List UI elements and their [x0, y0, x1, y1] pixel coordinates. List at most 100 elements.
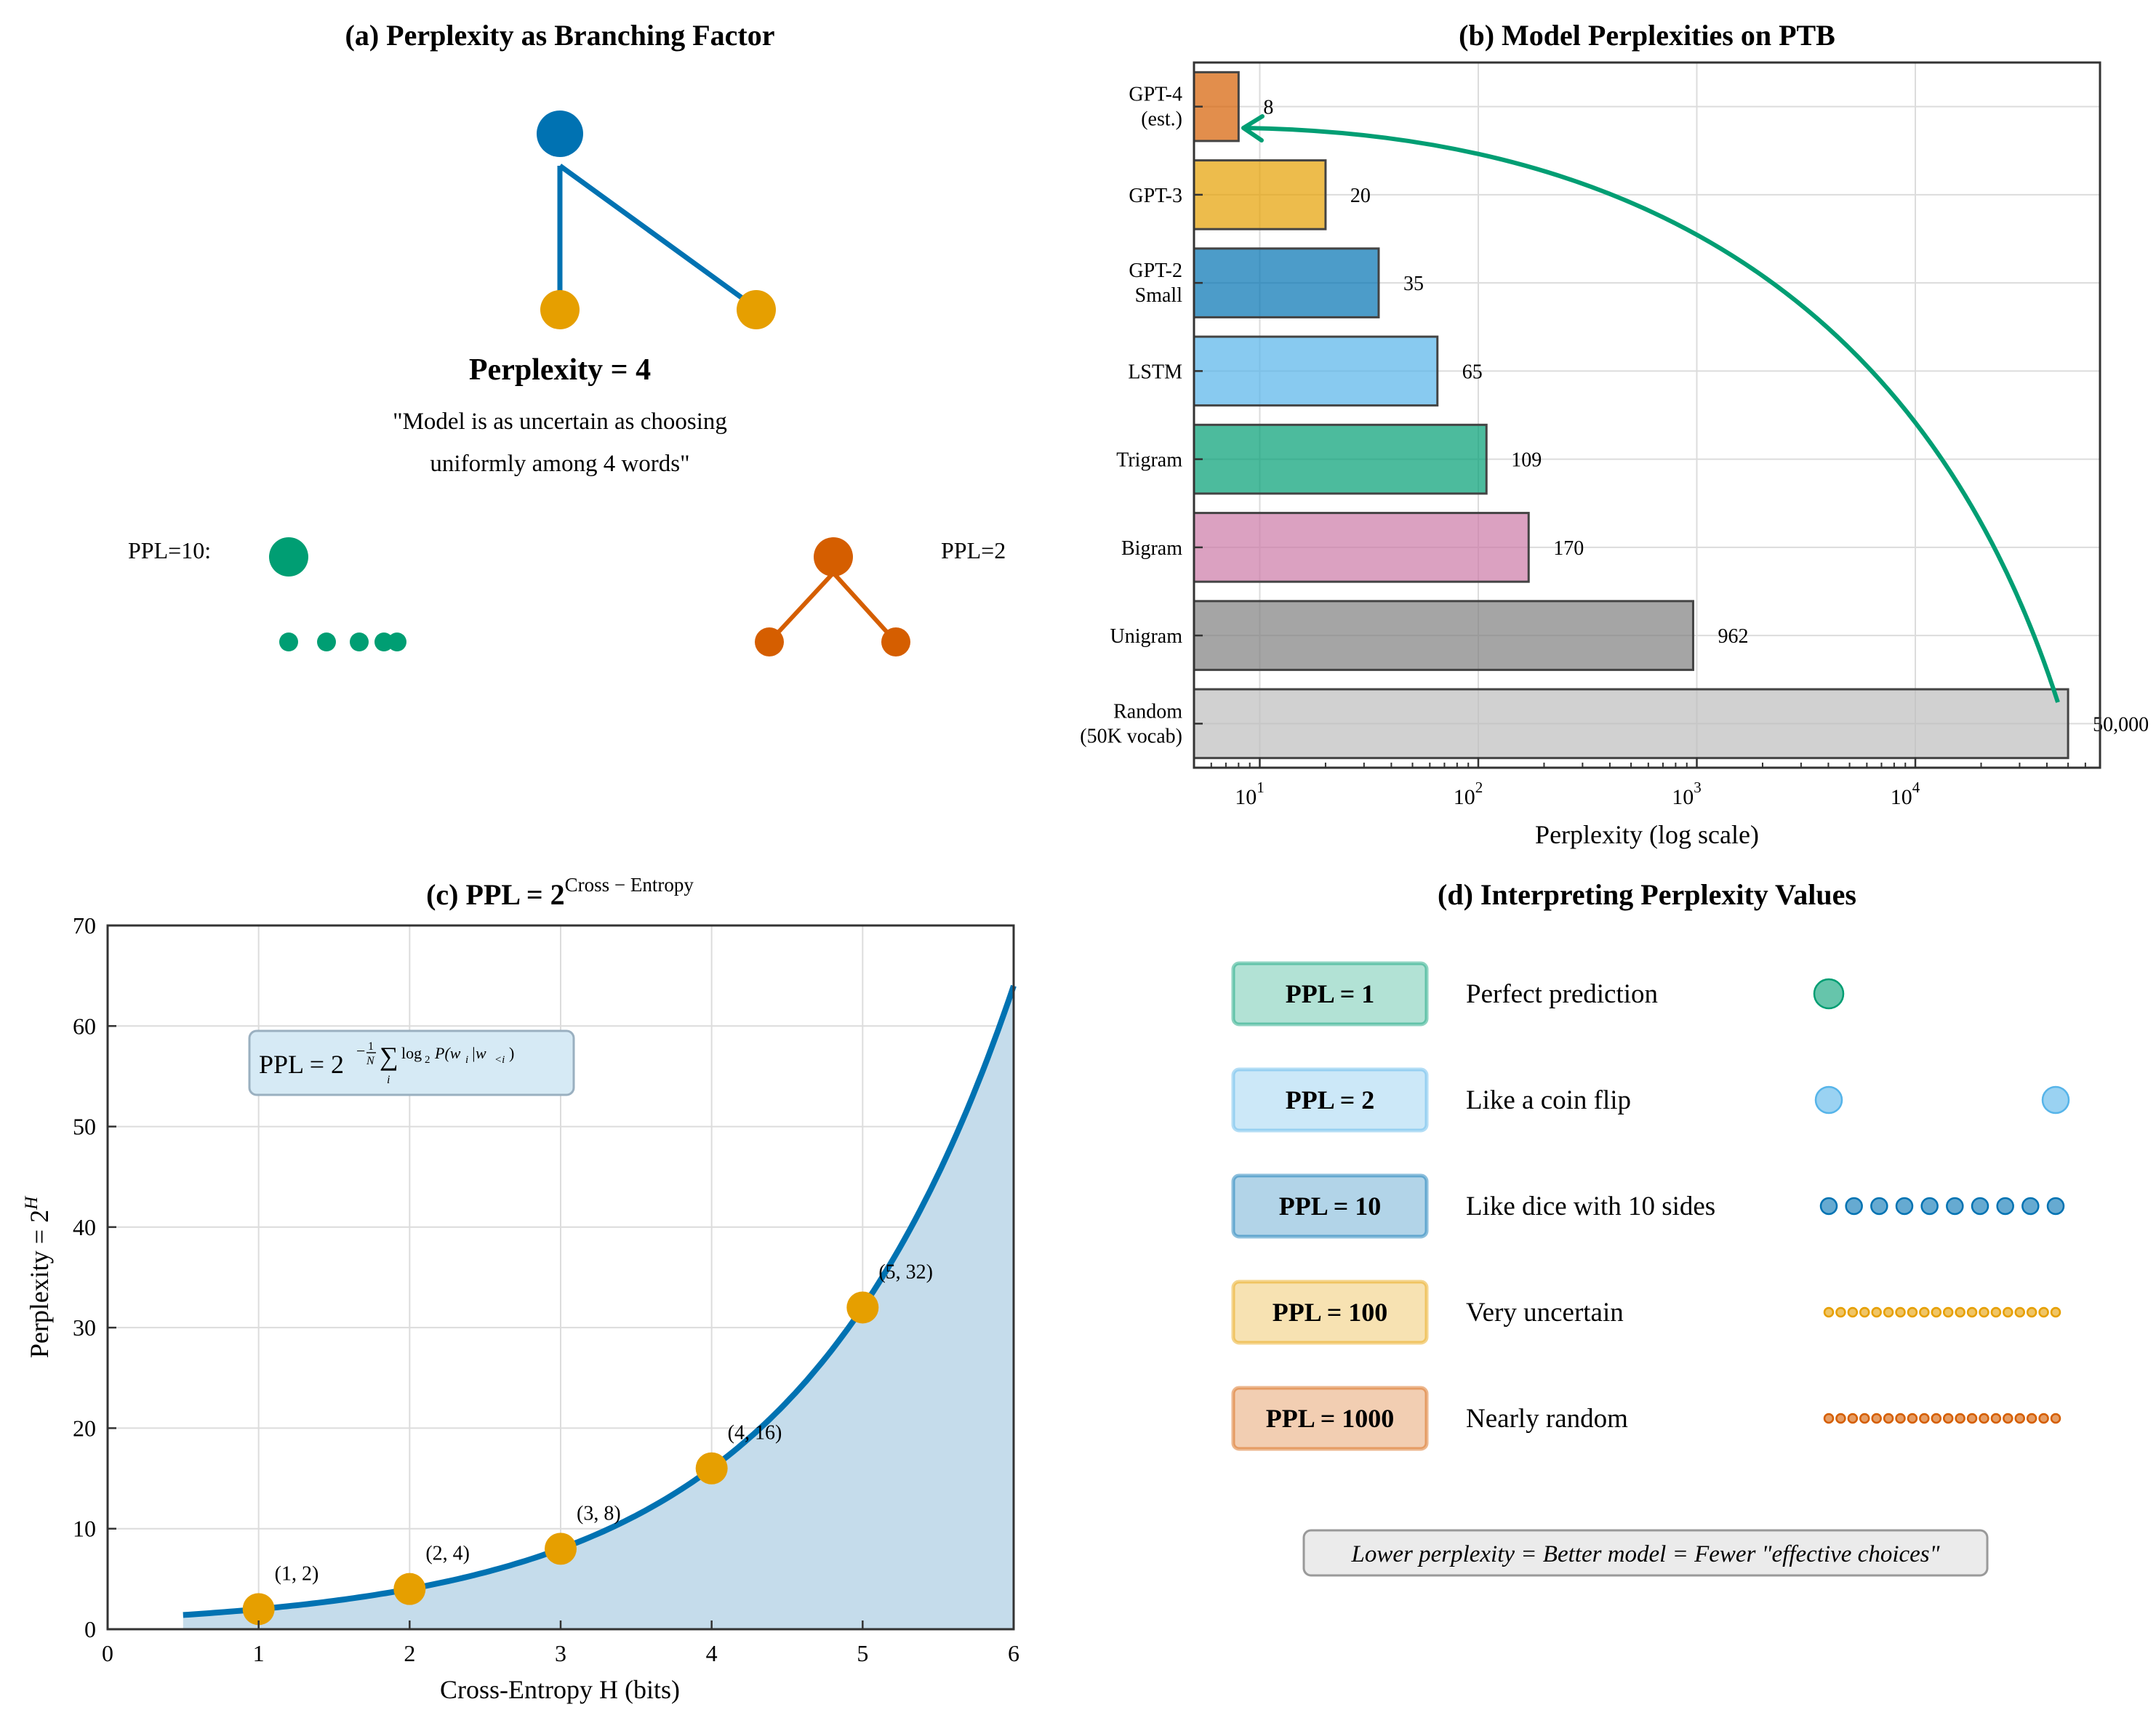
choice-dot — [1971, 1197, 1989, 1216]
data-point-label: (2, 4) — [425, 1543, 470, 1565]
choice-dot — [1895, 1306, 1906, 1318]
x-tick-label: 5 — [857, 1640, 868, 1666]
choice-dot — [1859, 1413, 1870, 1424]
category-label: Trigram — [1116, 449, 1182, 472]
x-tick-label: 103 — [1672, 779, 1702, 809]
ppl10-children — [279, 632, 406, 651]
category-label: (est.) — [1141, 108, 1182, 131]
ppl2-child-node — [755, 627, 784, 656]
bar-value-label: 170 — [1553, 537, 1584, 560]
formula-log: log — [401, 1044, 422, 1062]
data-point — [393, 1573, 426, 1605]
formula-arg-mid: |w — [471, 1044, 486, 1062]
formula-minus: − — [356, 1042, 365, 1060]
choice-dot — [1931, 1306, 1942, 1318]
improvement-arrow — [1244, 126, 2060, 703]
tree-child-node — [737, 290, 776, 329]
formula-arg-end: ) — [509, 1044, 514, 1062]
choice-dot — [1871, 1413, 1882, 1424]
tree-root-node — [537, 111, 583, 157]
ppl10-root-node — [269, 537, 308, 577]
choice-dot — [2026, 1306, 2037, 1318]
panel-b-xlabel: Perplexity (log scale) — [1535, 820, 1759, 849]
choice-dot — [2014, 1413, 2025, 1424]
y-tick-label: 0 — [84, 1616, 96, 1642]
bar-value-label: 65 — [1462, 361, 1483, 383]
choice-dot — [2038, 1413, 2049, 1424]
x-tick-label: 3 — [555, 1640, 566, 1666]
choice-dot — [1942, 1306, 1954, 1318]
data-point-label: (3, 8) — [577, 1502, 621, 1525]
perplexity-label: Perplexity = 4 — [469, 353, 651, 387]
choice-dot — [1847, 1306, 1859, 1318]
ppl-description: Like dice with 10 sides — [1466, 1192, 1715, 1221]
x-tick-label: 1 — [253, 1640, 265, 1666]
choice-dot — [2021, 1197, 2040, 1216]
choice-dot — [1996, 1197, 2014, 1216]
bar — [1193, 512, 1530, 583]
category-label: LSTM — [1128, 361, 1182, 383]
ppl-description: Very uncertain — [1466, 1298, 1624, 1328]
choice-dot — [1990, 1413, 2002, 1424]
ppl2-edge — [767, 571, 835, 644]
ppl-badge — [1231, 1173, 1429, 1239]
bar-value-label: 962 — [1718, 625, 1748, 648]
category-label: Unigram — [1110, 625, 1182, 648]
choice-dot — [1990, 1306, 2002, 1318]
category-label: Small — [1135, 284, 1183, 307]
panel-a: (a) Perplexity as Branching Factor Perpl… — [128, 19, 1006, 656]
formula-frac-den: N — [366, 1055, 375, 1067]
x-tick-label: 101 — [1235, 779, 1265, 809]
ppl-badge — [1231, 1386, 1429, 1451]
choice-dot — [1814, 1085, 1843, 1114]
category-label: GPT-4 — [1129, 84, 1182, 106]
choice-dot — [1823, 1413, 1835, 1424]
formula-lhs: PPL = 2 — [259, 1050, 344, 1079]
choice-dot — [1871, 1306, 1882, 1318]
tree-edge-right — [558, 164, 758, 310]
x-tick-label: 102 — [1454, 779, 1483, 809]
choice-dot — [2003, 1306, 2013, 1318]
choice-dot — [1919, 1413, 1930, 1424]
choice-dot — [1895, 1413, 1906, 1424]
panel-c: (c) PPL = 2Cross − Entropy (1, 2)(2, 4)(… — [22, 874, 1019, 1704]
ppl-badge-label: PPL = 100 — [1273, 1298, 1388, 1327]
formula-box-bg — [248, 1029, 575, 1096]
formula-sum: ∑ — [380, 1042, 398, 1071]
category-label: Bigram — [1121, 537, 1182, 560]
choice-dot — [1907, 1413, 1918, 1424]
choice-dot — [1819, 1197, 1838, 1216]
panel-b-bars: 8 20 35 65 109 170 962 50,000 — [1193, 71, 2149, 760]
choice-dot — [1907, 1306, 1918, 1318]
choice-dot — [2014, 1306, 2025, 1318]
choice-dot — [1845, 1197, 1863, 1216]
panel-d-title: (d) Interpreting Perplexity Values — [1438, 878, 1856, 911]
data-point — [695, 1452, 728, 1485]
choice-dot — [2026, 1413, 2037, 1424]
choice-dot — [1920, 1197, 1939, 1216]
interpretation-row: PPL = 1000 Nearly random — [1231, 1386, 2061, 1451]
y-tick-label: 40 — [73, 1214, 96, 1240]
y-tick-label: 20 — [73, 1415, 96, 1441]
choice-dot — [1895, 1197, 1914, 1216]
bar — [1193, 335, 1439, 407]
x-tick-label: 2 — [404, 1640, 415, 1666]
category-label: GPT-3 — [1129, 185, 1182, 207]
choice-dot — [2050, 1306, 2061, 1318]
bar-value-label: 20 — [1350, 185, 1371, 207]
ppl-description: Like a coin flip — [1466, 1085, 1631, 1115]
choice-dot — [1835, 1413, 1846, 1424]
exponential-curve — [183, 984, 1017, 1618]
bar-value-label: 109 — [1511, 449, 1542, 472]
data-point — [242, 1593, 275, 1626]
bar — [1193, 71, 1240, 142]
choice-dot — [2050, 1413, 2061, 1424]
quote-line-1: "Model is as uncertain as choosing — [393, 409, 727, 435]
y-tick-label: 50 — [73, 1114, 96, 1140]
formula-arg-sub: i — [465, 1054, 468, 1066]
choice-dot — [1870, 1197, 1888, 1216]
panel-c-xlabel: Cross-Entropy H (bits) — [440, 1675, 680, 1704]
y-tick-label: 30 — [73, 1314, 96, 1341]
